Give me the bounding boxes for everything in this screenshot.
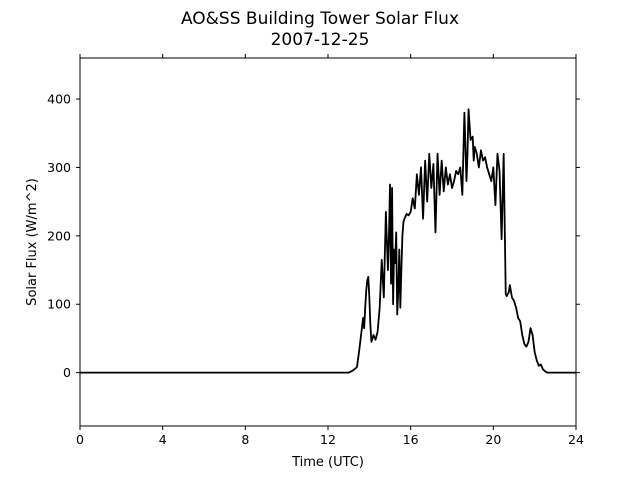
x-axis-label: Time (UTC): [291, 455, 364, 470]
x-tick-label: 0: [76, 432, 84, 447]
plot-frame: [79, 57, 577, 427]
y-tick-label: 0: [63, 365, 71, 380]
x-tick-label: 8: [241, 432, 249, 447]
line-layer: [80, 108, 576, 374]
chart-subtitle: 2007-12-25: [271, 30, 370, 50]
ticks-layer: 0 4 8 12 16 20 24 0 100 200 300 400: [47, 54, 584, 447]
y-axis-label: Solar Flux (W/m^2): [25, 178, 40, 306]
y-tick-label: 200: [47, 228, 71, 243]
solar-flux-line: [80, 108, 576, 374]
x-tick-label: 16: [403, 432, 419, 447]
y-tick-label: 300: [47, 160, 71, 175]
x-tick-label: 20: [485, 432, 501, 447]
chart-title: AO&SS Building Tower Solar Flux: [181, 9, 459, 29]
y-tick-label: 400: [47, 92, 71, 107]
x-tick-label: 4: [159, 432, 167, 447]
x-tick-label: 24: [568, 432, 584, 447]
y-tick-label: 100: [47, 297, 71, 312]
x-tick-label: 12: [320, 432, 336, 447]
